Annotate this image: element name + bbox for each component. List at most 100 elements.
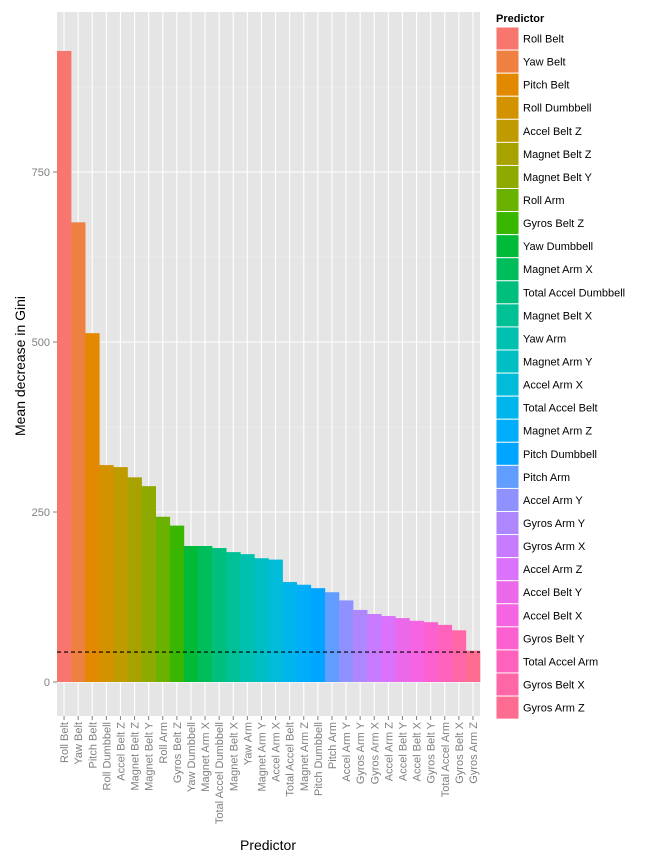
x-tick-label: Yaw Belt [73,722,85,765]
bar [85,333,100,682]
legend-swatch [496,696,519,719]
legend-swatch [496,142,519,165]
bar [381,616,396,682]
legend-title: Predictor [496,13,545,25]
y-tick-label: 750 [32,167,50,179]
legend-swatch [496,235,519,258]
bar [240,554,255,682]
legend-swatch [496,535,519,558]
x-tick-label: Magnet Belt Y [144,721,156,791]
legend-label: Magnet Belt X [523,310,593,322]
legend: Roll Belt Yaw Belt Pitch Belt Roll Dumbbell… [495,26,625,720]
bar [155,516,171,682]
legend-label: Pitch Dumbbell [523,449,597,461]
x-tick-label: Yaw Dumbbell [186,722,198,792]
x-tick-label: Gyros Belt Z [172,722,184,783]
legend-swatch [496,50,519,73]
x-tick-label: Total Accel Arm [440,722,452,797]
legend-swatch [496,212,519,235]
bar [183,546,199,682]
x-tick-label: Accel Arm X [271,721,283,782]
legend-label: Pitch Arm [523,472,570,484]
legend-swatch [496,165,519,188]
x-tick-label: Accel Arm Z [383,722,395,782]
bar [339,600,354,682]
x-tick-label: Roll Belt [59,722,71,763]
y-tick-label: 250 [32,507,50,519]
y-tick-label: 500 [32,337,50,349]
bar [310,588,326,682]
bar [268,559,283,682]
legend-swatch [496,350,519,373]
bar [212,548,227,682]
bar [71,222,86,682]
x-tick-label: Gyros Belt Y [426,721,438,783]
bar [395,618,410,682]
bar [57,50,72,682]
legend-swatch [496,27,519,50]
legend-label: Gyros Arm Z [523,703,585,715]
legend-swatch [496,581,519,604]
x-tick-label: Gyros Arm Y [355,721,367,784]
legend-swatch [496,604,519,627]
legend-swatch [496,373,519,396]
x-tick-label: Magnet Arm X [200,721,212,791]
bar [254,558,269,682]
legend-label: Total Accel Arm [523,656,598,668]
legend-label: Gyros Belt X [523,679,585,691]
legend-label: Yaw Dumbbell [523,241,593,253]
legend-label: Accel Arm X [523,380,584,392]
x-tick-label: Magnet Belt Z [130,722,142,791]
bar [367,614,382,682]
legend-label: Yaw Arm [523,333,566,345]
legend-swatch [496,419,519,442]
legend-label: Gyros Arm Y [523,518,586,530]
legend-label: Accel Arm Y [523,495,583,507]
bar [451,630,467,682]
legend-swatch [496,119,519,142]
x-tick-label: Gyros Arm Z [468,722,480,784]
legend-swatch [496,465,519,488]
legend-swatch [496,650,519,673]
x-tick-label: Accel Arm Y [341,721,353,781]
legend-label: Yaw Belt [523,57,566,69]
x-tick-label: Accel Belt Y [397,721,409,781]
x-tick-label: Roll Arm [158,722,170,764]
x-axis: Roll Belt Yaw Belt Pitch Belt Roll Dumbbell… [59,716,480,824]
legend-label: Accel Belt Y [523,587,583,599]
y-axis-title: Mean decrease in Gini [12,296,28,436]
legend-label: Accel Arm Z [523,564,583,576]
legend-swatch [496,673,519,696]
legend-label: Magnet Belt Z [523,149,592,161]
legend-label: Gyros Arm X [523,541,586,553]
x-tick-label: Gyros Belt X [454,721,466,783]
legend-swatch [496,258,519,281]
legend-label: Gyros Belt Y [523,633,585,645]
x-tick-label: Pitch Belt [87,722,99,768]
y-tick-label: 0 [44,677,50,689]
legend-label: Total Accel Belt [523,403,598,415]
y-axis: 0 250 500 750 [32,167,57,689]
legend-swatch [496,304,519,327]
legend-swatch [496,188,519,212]
bar [409,620,424,682]
legend-label: Magnet Belt Y [523,172,593,184]
bar [141,486,156,682]
x-tick-label: Magnet Arm Z [299,722,311,791]
bar [198,546,213,682]
x-tick-label: Pitch Arm [327,722,339,769]
legend-label: Total Accel Dumbbell [523,287,625,299]
legend-swatch [496,488,519,511]
bar [99,465,114,682]
bar [282,582,297,682]
legend-swatch [496,558,519,581]
bar [465,650,481,682]
x-tick-label: Magnet Belt X [228,721,240,791]
bar [437,624,453,682]
bar [113,467,128,682]
legend-swatch [496,327,519,350]
bar [127,477,142,682]
x-tick-label: Total Accel Belt [285,722,297,797]
legend-label: Roll Arm [523,195,565,207]
legend-swatch [496,396,519,419]
